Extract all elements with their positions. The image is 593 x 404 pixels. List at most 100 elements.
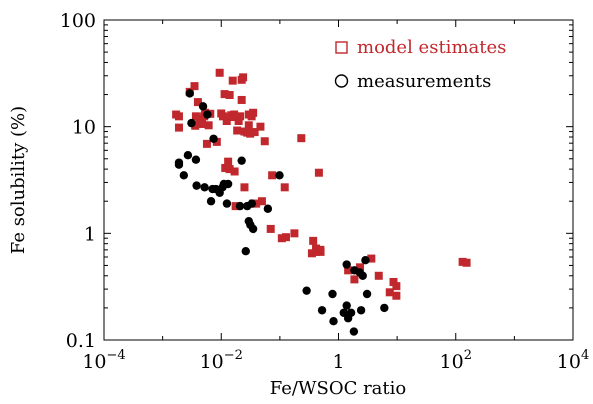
- measurements-point: [263, 204, 273, 213]
- model-estimates-point: [195, 114, 204, 123]
- x-tick-base: 10: [557, 351, 581, 373]
- measurements-point: [235, 201, 245, 211]
- measurements-point: [187, 118, 196, 128]
- measurements-point: [356, 306, 366, 315]
- measurements-point: [223, 179, 233, 189]
- x-tick-label: 1: [332, 351, 344, 373]
- model-estimates-point: [252, 199, 261, 208]
- x-tick-label: 10−2: [200, 348, 243, 373]
- measurements-point: [247, 199, 257, 208]
- y-tick-label: 0.1: [66, 330, 96, 352]
- y-tick-label: 10: [72, 117, 96, 139]
- measurements-point: [241, 246, 250, 256]
- axis-ticks: [103, 19, 574, 341]
- x-tick-label: 104: [557, 348, 589, 373]
- y-tick-label: 1: [84, 223, 96, 245]
- legend-measurements-marker: [334, 74, 349, 88]
- x-tick-base: 10: [440, 351, 464, 373]
- model-estimates-point: [392, 291, 401, 300]
- x-tick-base: 1: [332, 351, 344, 373]
- plot-frame: [103, 19, 574, 341]
- model-estimates-point: [374, 271, 383, 280]
- x-tick-base: 10: [200, 351, 224, 373]
- model-estimates-point: [174, 112, 183, 121]
- legend-measurements-label: measurements: [357, 71, 491, 92]
- model-estimates-point: [312, 247, 321, 256]
- model-estimates-point: [202, 139, 211, 148]
- model-estimates-point: [314, 168, 323, 177]
- model-estimates-point: [260, 137, 269, 146]
- measurements-point: [248, 224, 258, 234]
- measurements-point: [328, 289, 337, 299]
- model-estimates-point: [309, 236, 318, 245]
- measurements-point: [174, 160, 184, 169]
- measurements-point: [206, 197, 216, 206]
- x-axis-title: Fe/WSOC ratio: [270, 378, 406, 399]
- model-estimates-point: [240, 183, 249, 192]
- measurements-point: [380, 303, 389, 313]
- measurements-point: [346, 308, 356, 317]
- measurements-point: [361, 255, 370, 265]
- measurements-point: [203, 110, 212, 119]
- model-estimates-point: [307, 249, 316, 258]
- measurements-point: [329, 317, 338, 326]
- model-estimates-point: [256, 122, 265, 131]
- measurements-point: [302, 286, 311, 295]
- model-estimates-point: [281, 233, 290, 242]
- x-tick-exponent: −2: [224, 348, 243, 363]
- y-axis-title: Fe solubility (%): [8, 106, 29, 254]
- model-estimates-point: [297, 134, 306, 143]
- model-estimates-point: [191, 121, 200, 130]
- model-estimates-point: [233, 126, 242, 135]
- measurements-point: [342, 260, 351, 269]
- measurements-point: [237, 156, 246, 165]
- model-estimates-point: [344, 266, 353, 275]
- model-estimates-point: [221, 163, 230, 172]
- x-tick-exponent: −4: [107, 348, 126, 363]
- model-estimates-point: [250, 128, 259, 137]
- model-estimates-point: [356, 263, 365, 272]
- model-estimates-point: [193, 98, 202, 107]
- measurements-point: [200, 183, 209, 192]
- model-estimates-point: [174, 123, 183, 132]
- model-estimates-point: [234, 117, 243, 126]
- model-estimates-point: [385, 288, 394, 297]
- model-estimates-point: [244, 121, 253, 130]
- measurements-point: [192, 181, 201, 190]
- model-estimates-point: [266, 224, 275, 233]
- model-estimates-point: [225, 91, 234, 100]
- model-estimates-point: [237, 95, 246, 104]
- model-estimates-point: [218, 112, 227, 121]
- measurements-point: [183, 151, 193, 160]
- model-estimates-point: [220, 90, 229, 99]
- measurements-point: [358, 271, 367, 280]
- data-points: [172, 68, 471, 336]
- model-estimates-point: [290, 229, 299, 238]
- model-estimates-point: [212, 137, 221, 146]
- measurements-point: [275, 171, 284, 180]
- measurements-point: [222, 199, 232, 208]
- measurements-point: [317, 306, 327, 315]
- measurements-point: [209, 134, 218, 143]
- x-tick-exponent: 2: [464, 348, 472, 363]
- legend-model-estimates-label: model estimates: [357, 37, 506, 58]
- model-estimates-point: [277, 234, 286, 243]
- x-tick-label: 10−4: [82, 348, 125, 373]
- model-estimates-point: [389, 277, 398, 286]
- model-estimates-point: [239, 73, 248, 82]
- model-estimates-point: [249, 108, 258, 117]
- model-estimates-point: [280, 183, 289, 192]
- legend-model-estimates-marker: [335, 41, 348, 54]
- measurements-point: [362, 289, 372, 299]
- model-estimates-point: [392, 282, 401, 291]
- model-estimates-point: [350, 275, 359, 284]
- measurements-point: [179, 171, 189, 180]
- x-tick-base: 10: [82, 351, 106, 373]
- model-estimates-point: [257, 197, 266, 206]
- model-estimates-point: [228, 76, 237, 85]
- model-estimates-point: [190, 82, 199, 91]
- model-estimates-point: [246, 129, 255, 138]
- model-estimates-point: [231, 202, 240, 211]
- measurements-point: [342, 301, 351, 310]
